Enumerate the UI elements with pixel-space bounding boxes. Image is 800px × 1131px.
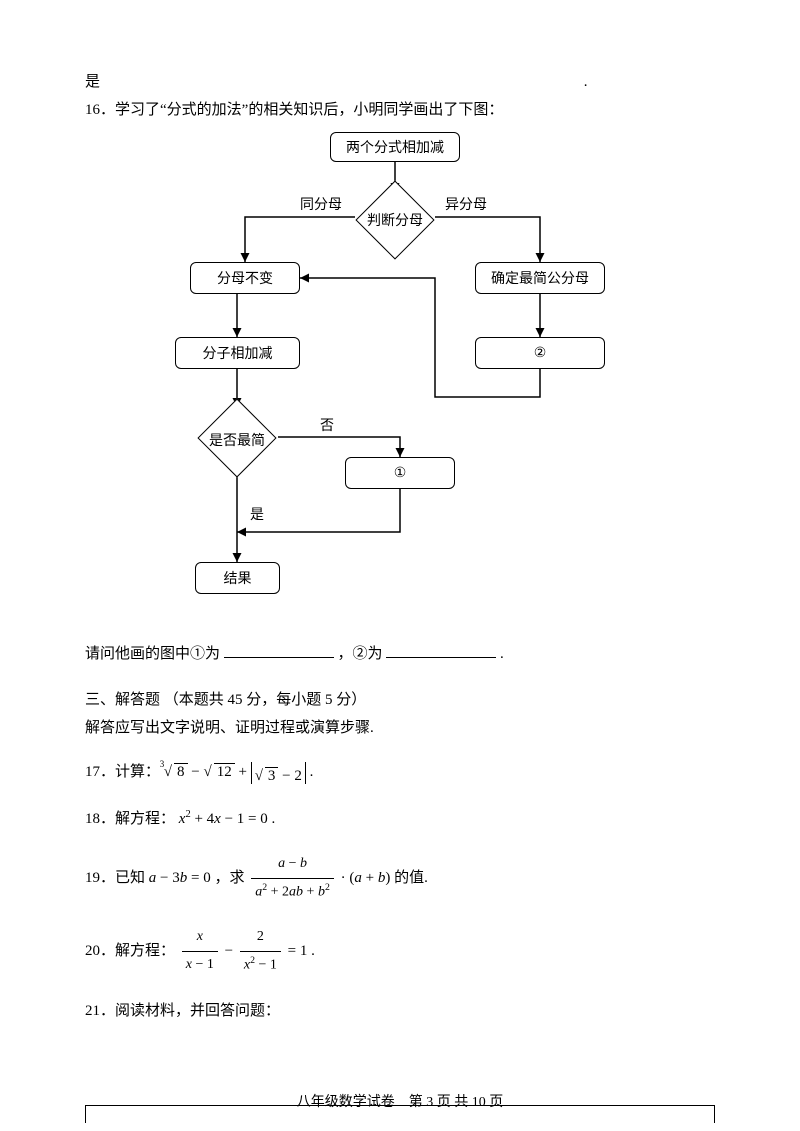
node-blank1-label: ① bbox=[394, 465, 407, 482]
flowchart-container: 两个分式相加减 判断分母 分母不变 确定最简公分母 分子相加减 ② 是否最简 ①… bbox=[145, 132, 645, 632]
section3-sub: 解答应写出文字说明、证明过程或演算步骤. bbox=[85, 716, 715, 740]
node-blank1: ① bbox=[345, 457, 455, 489]
q17-rad1: 8 bbox=[174, 763, 188, 780]
edge-no: 否 bbox=[320, 415, 334, 435]
q16-tail-prefix: 请问他画的图中①为 bbox=[85, 646, 220, 662]
q16-text: 学习了“分式的加法”的相关知识后，小明同学画出了下图： bbox=[115, 102, 503, 118]
q16-answer-line: 请问他画的图中①为 ，②为 . bbox=[85, 642, 715, 666]
node-keep-label: 分母不变 bbox=[217, 268, 273, 288]
q20-minus: − bbox=[225, 943, 237, 959]
node-decide2-label: 是否最简 bbox=[182, 430, 292, 450]
q21-number: 21． bbox=[85, 1003, 115, 1019]
node-start: 两个分式相加减 bbox=[330, 132, 460, 162]
q18-number: 18． bbox=[85, 811, 115, 827]
q16-number: 16． bbox=[85, 102, 115, 118]
q17-cube-index: 3 bbox=[160, 756, 165, 773]
q16-tail-mid: ，②为 bbox=[338, 646, 383, 662]
node-addsub-label: 分子相加减 bbox=[203, 343, 273, 363]
node-end: 结果 bbox=[195, 562, 280, 594]
q18: 18．解方程： x2 + 4x − 1 = 0 . bbox=[85, 805, 715, 834]
q19: 19．已知 a − 3b = 0 ，求 a − b a2 + 2ab + b2 … bbox=[85, 851, 715, 906]
node-start-label: 两个分式相加减 bbox=[346, 137, 444, 157]
q20-number: 20． bbox=[85, 943, 115, 959]
text-shi: 是 bbox=[85, 74, 100, 90]
node-blank2-label: ② bbox=[534, 345, 547, 362]
node-keep: 分母不变 bbox=[190, 262, 300, 294]
q16-stem: 16．学习了“分式的加法”的相关知识后，小明同学画出了下图： bbox=[85, 98, 715, 122]
q20-label: 解方程： bbox=[115, 943, 175, 959]
q21-text: 阅读材料，并回答问题： bbox=[115, 1003, 280, 1019]
blank-1 bbox=[224, 643, 334, 658]
q17-abs-tail: − 2 bbox=[282, 768, 302, 784]
node-decide1-label: 判断分母 bbox=[340, 210, 450, 230]
edge-diff: 异分母 bbox=[445, 194, 487, 214]
q21: 21．阅读材料，并回答问题： bbox=[85, 997, 715, 1026]
q17-rad3: 3 bbox=[265, 767, 279, 784]
node-lcm-label: 确定最简公分母 bbox=[491, 268, 589, 288]
node-lcm: 确定最简公分母 bbox=[475, 262, 605, 294]
q19-label2: ，求 bbox=[214, 870, 244, 886]
section3-heading: 三、解答题 （本题共 45 分，每小题 5 分） bbox=[85, 688, 715, 712]
q17-end: . bbox=[310, 764, 314, 780]
edge-same: 同分母 bbox=[300, 194, 342, 214]
q19-number: 19． bbox=[85, 870, 115, 886]
q17-number: 17． bbox=[85, 764, 115, 780]
q16-tail-end: . bbox=[500, 646, 504, 662]
q15-tail: 是 . bbox=[85, 70, 715, 94]
q17-rad2: 12 bbox=[214, 763, 235, 780]
node-end-label: 结果 bbox=[224, 568, 252, 588]
q19-label1: 已知 bbox=[115, 870, 145, 886]
q17-label: 计算： bbox=[115, 764, 160, 780]
node-blank2: ② bbox=[475, 337, 605, 369]
edge-yes: 是 bbox=[250, 504, 264, 524]
node-addsub: 分子相加减 bbox=[175, 337, 300, 369]
q20: 20．解方程： x x − 1 − 2 x2 − 1 = 1 . bbox=[85, 924, 715, 979]
q19-label3: 的值. bbox=[394, 870, 428, 886]
q17: 17．计算： 3√8 − √12 + √3 − 2 . bbox=[85, 758, 715, 787]
q20-eq: = 1 bbox=[288, 943, 308, 959]
q18-label: 解方程： bbox=[115, 811, 175, 827]
q20-end: . bbox=[311, 943, 315, 959]
bottom-frame bbox=[85, 1105, 715, 1123]
q18-end: . bbox=[272, 811, 276, 827]
blank-2 bbox=[386, 643, 496, 658]
